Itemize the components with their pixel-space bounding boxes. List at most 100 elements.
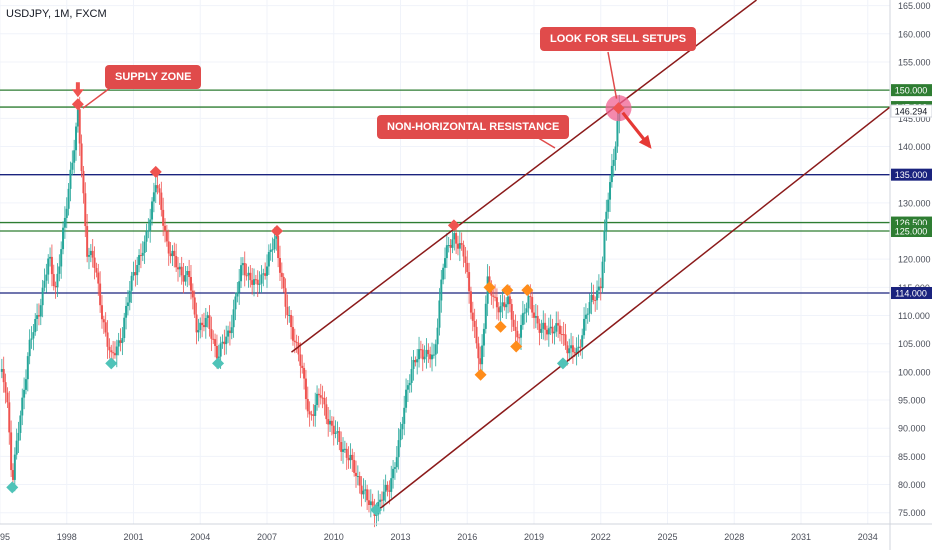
candle-body (614, 146, 617, 160)
candle-body (89, 250, 92, 256)
candle-body (291, 327, 294, 341)
level-tag (891, 168, 932, 181)
candle-body (49, 256, 52, 259)
candle-body (410, 368, 413, 383)
candle-body (4, 382, 7, 393)
candle-body (73, 150, 76, 163)
candle-body (481, 345, 484, 365)
resistance-pointer-line (534, 135, 556, 149)
candle-body (499, 306, 502, 313)
candle-body (570, 345, 573, 349)
pivot-marker-orange (483, 281, 496, 294)
pivot-marker-orange (521, 284, 534, 297)
candle-body (284, 288, 287, 307)
candle-body (62, 227, 65, 250)
candle-body (336, 431, 339, 433)
candle-body (306, 399, 309, 412)
candle-body (416, 359, 419, 363)
candle-body (182, 275, 185, 282)
candle-body (466, 262, 469, 273)
candle-body (514, 326, 517, 331)
current-price-tag (890, 104, 932, 118)
candle-body (286, 306, 289, 316)
candle-body (32, 332, 35, 339)
candle-body (56, 273, 59, 288)
pivot-marker-teal (6, 481, 19, 494)
candle-body (99, 283, 102, 306)
candle-body (238, 281, 241, 293)
candle-body (26, 356, 29, 380)
price-tick-label: 145.000 (898, 114, 931, 124)
candle-body (575, 348, 578, 354)
time-tick-label: 2013 (390, 532, 410, 542)
candle-body (184, 274, 187, 282)
candle-body (453, 233, 456, 240)
candle-body (531, 296, 534, 313)
candle-body (84, 193, 87, 227)
candle-body (571, 345, 574, 353)
candle-body (0, 369, 3, 372)
candle-body (88, 255, 90, 257)
candle-body (436, 327, 439, 345)
candle-body (583, 318, 586, 336)
candle-body (599, 286, 602, 289)
candle-body (52, 274, 55, 287)
candle-body (58, 266, 61, 274)
candle-body (458, 243, 461, 249)
price-tick-label: 160.000 (898, 29, 931, 39)
pivot-marker-red (447, 219, 460, 232)
candle-body (132, 272, 135, 276)
trend-line-upper (291, 0, 757, 353)
candle-body (316, 393, 319, 406)
candle-body (151, 201, 154, 220)
time-tick-label: 2001 (123, 532, 143, 542)
candle-body (597, 286, 600, 291)
candle-body (356, 476, 359, 478)
candle-body (21, 397, 24, 416)
candle-body (69, 169, 72, 189)
pivot-marker-red (149, 165, 162, 178)
candle-body (317, 393, 320, 396)
candle-body (494, 296, 497, 298)
candle-body (401, 423, 404, 430)
candle-body (355, 472, 357, 477)
candle-body (232, 309, 235, 328)
level-tag-text: 125.000 (895, 227, 928, 237)
candle-body (616, 120, 619, 147)
candle-body (8, 402, 11, 433)
candle-body (408, 382, 411, 386)
candle-body (36, 315, 39, 319)
candle-body (134, 272, 137, 276)
candle-body (455, 233, 458, 244)
price-tick-label: 165.000 (898, 1, 931, 11)
candle-body (119, 340, 122, 343)
candle-body (573, 352, 576, 354)
candle-body (405, 389, 408, 408)
candle-body (295, 341, 298, 343)
price-axis: 165.000 160.000 155.000 150.000 145.000 140.0… (898, 1, 931, 518)
candle-body (11, 470, 14, 480)
price-tick-label: 80.000 (898, 480, 926, 490)
candle-body (412, 359, 415, 369)
candle-body (275, 235, 278, 239)
candle-body (323, 398, 326, 405)
candle-body (112, 352, 115, 354)
candle-body (353, 459, 356, 473)
time-axis: 1995 1998 2001 2004 2007 2010 2013 2016 2019 2022… (0, 532, 878, 542)
candle-body (245, 275, 248, 277)
candle-body (321, 397, 324, 399)
candle-body (429, 354, 432, 360)
candle-body (215, 345, 218, 359)
candle-body (406, 385, 409, 390)
candle-body (249, 272, 252, 281)
candle-body (110, 350, 113, 353)
candle-body (23, 389, 26, 398)
candle-body (605, 211, 608, 231)
candle-body (269, 249, 272, 252)
candle-body (399, 429, 402, 441)
symbol-title: USDJPY, 1M, FXCM (6, 8, 107, 20)
candle-body (214, 339, 217, 346)
trend-line-lower (377, 106, 891, 511)
candle-body (156, 185, 159, 189)
candle-body (388, 490, 391, 492)
